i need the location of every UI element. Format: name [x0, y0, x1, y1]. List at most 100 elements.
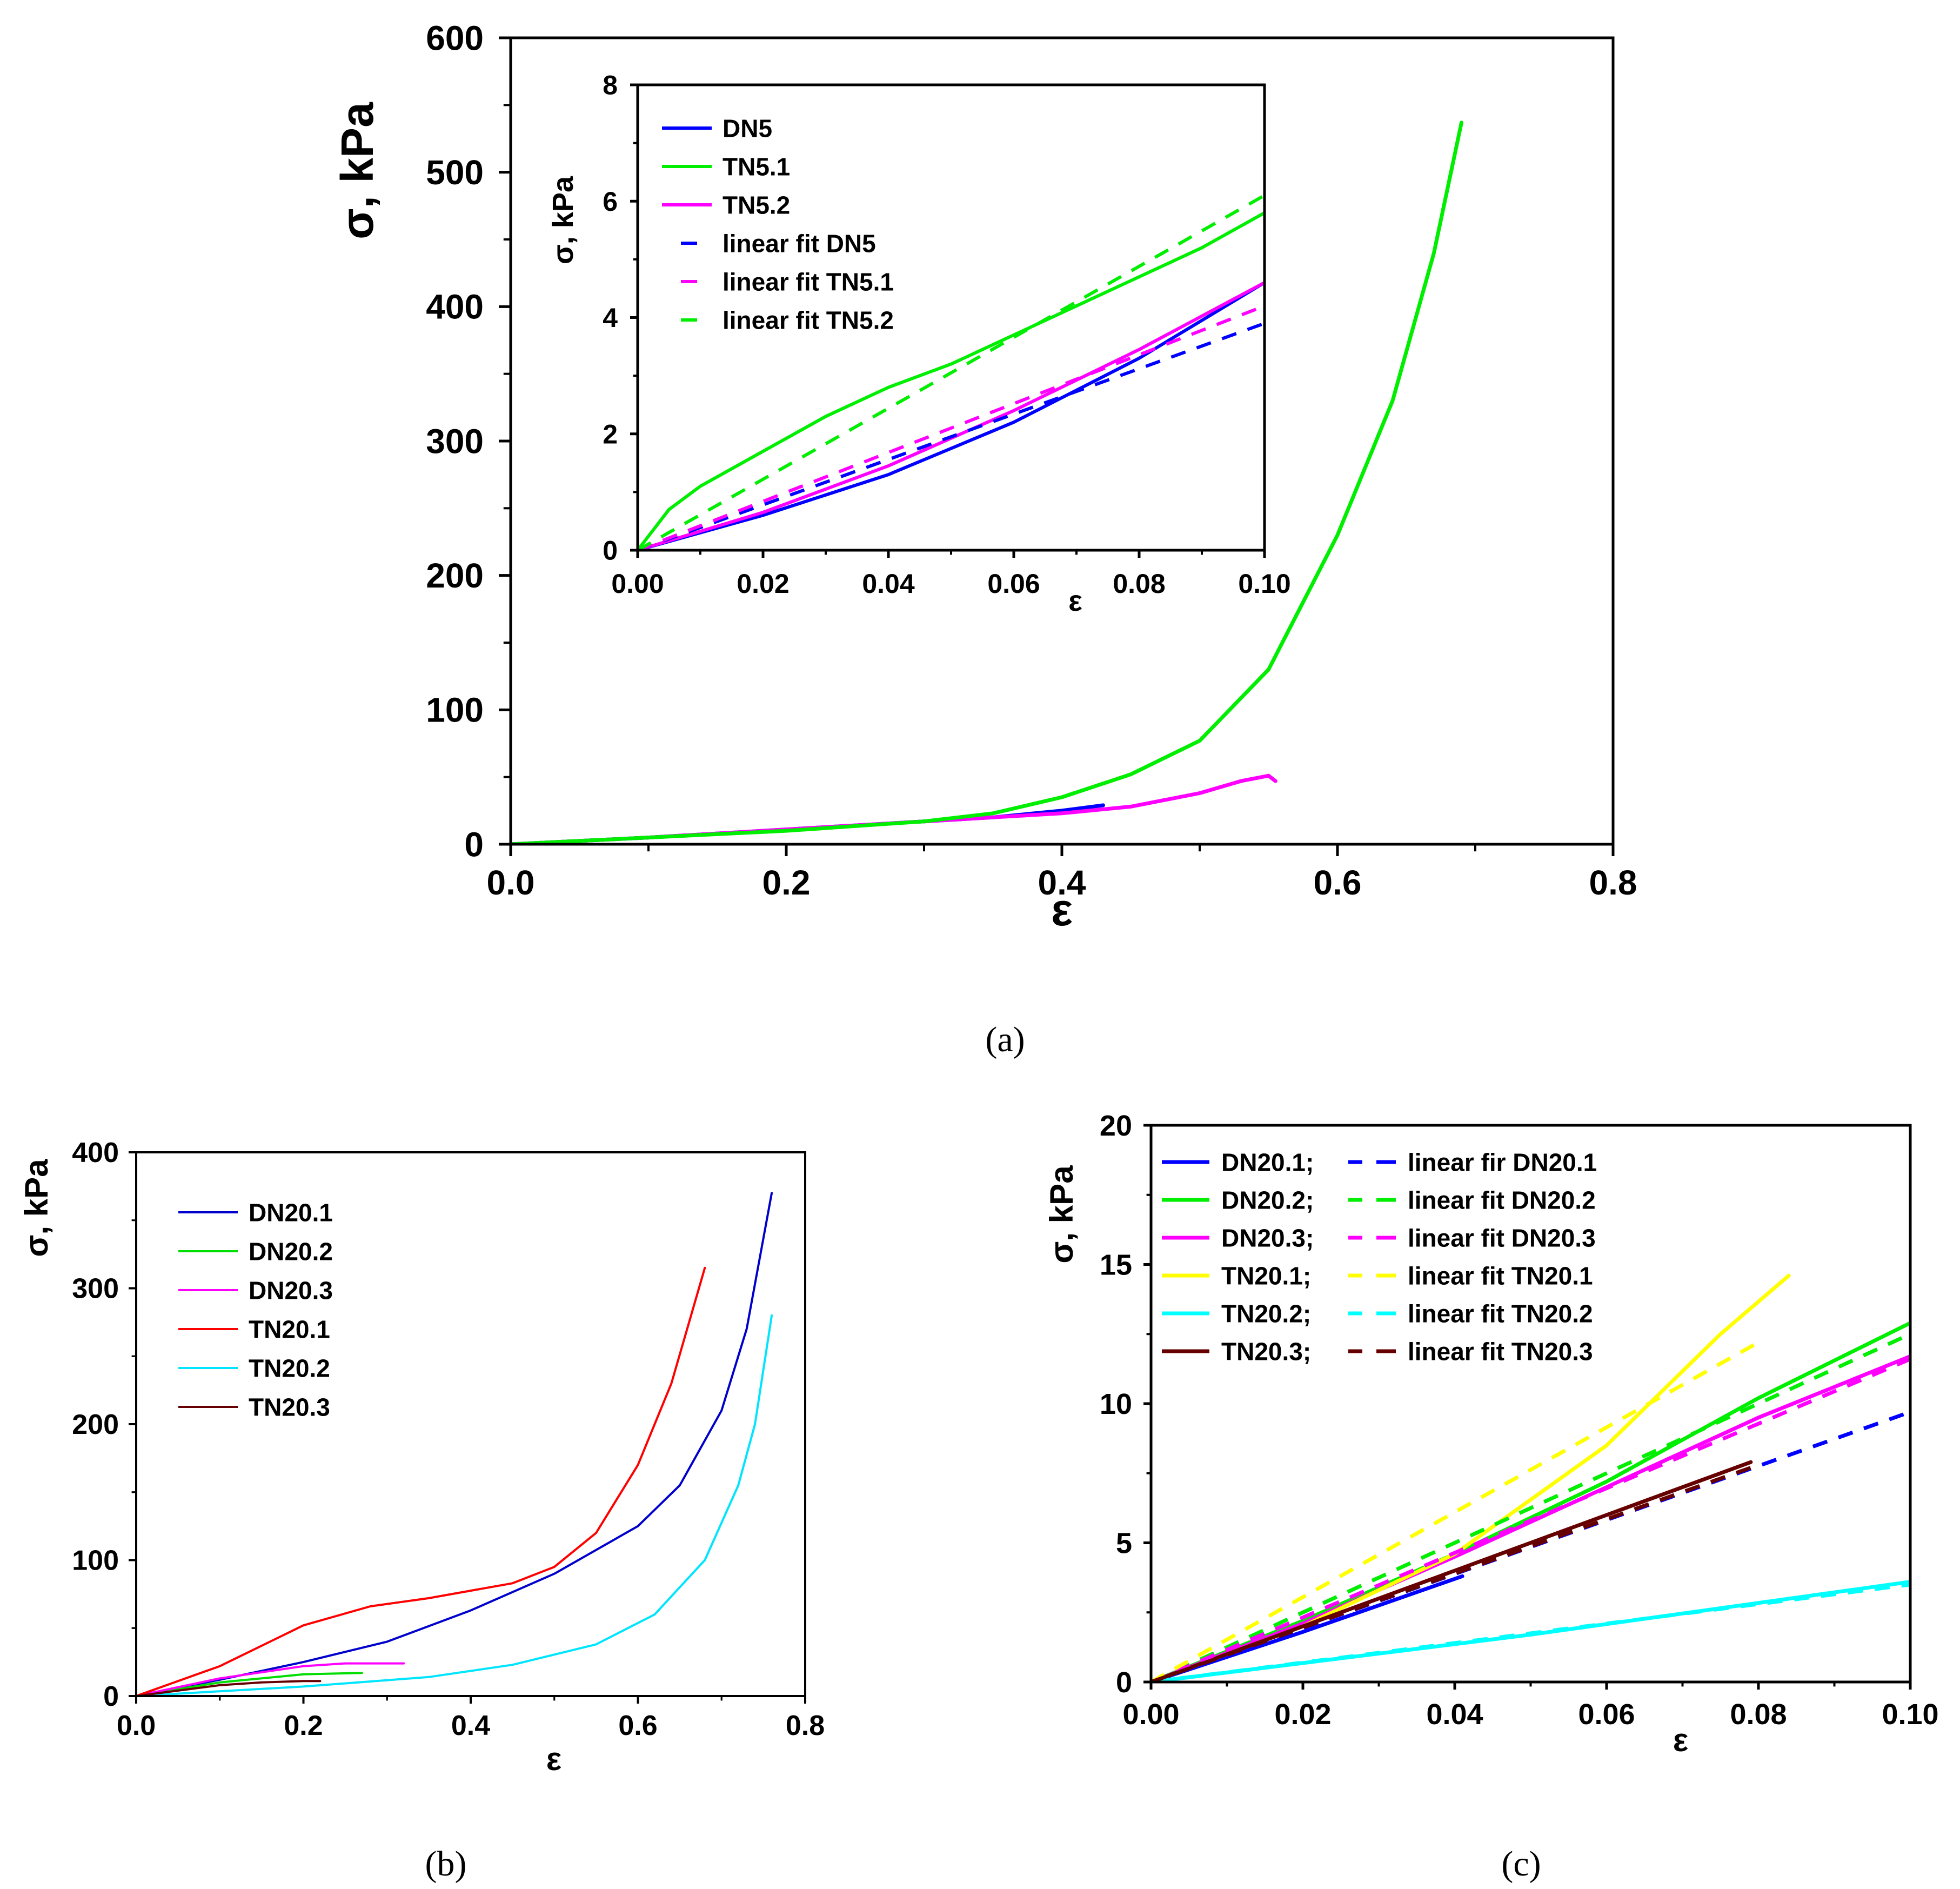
chart-a_inset: 0.00 0.02 0.04 0.06 0.08 0.10 0 2 4 6 8 ε σ, kPa DN5 T… [547, 70, 1291, 618]
legend-label: TN20.1 [249, 1316, 330, 1344]
caption-a: (a) [985, 1020, 1025, 1059]
series-group [1151, 1273, 1910, 1682]
x-tick-label: 0.04 [1426, 1698, 1483, 1731]
legend-label: linear fit DN5 [723, 230, 876, 258]
caption-b: (b) [425, 1844, 467, 1884]
legend-label: linear fit TN20.1 [1408, 1262, 1593, 1290]
x-tick-label: 0.6 [618, 1710, 657, 1741]
y-tick-label: 0 [103, 1681, 119, 1712]
series-line-dn5 [638, 281, 1265, 550]
y-tick-label: 0 [464, 825, 484, 864]
legend-label: linear fit DN20.3 [1408, 1224, 1596, 1252]
x-axis-label: ε [1068, 585, 1082, 617]
y-axis-label: σ, kPa [18, 1159, 55, 1257]
y-tick-label: 300 [426, 422, 484, 460]
legend-label: TN20.3 [249, 1393, 330, 1421]
legend-label: TN20.2 [249, 1354, 330, 1383]
y-tick-label: 15 [1100, 1249, 1132, 1281]
legend-label: linear fit TN20.2 [1408, 1300, 1593, 1328]
x-tick-label: 0.8 [786, 1710, 825, 1741]
series-line-tn20-3 [136, 1680, 322, 1696]
x-axis-label: ε [546, 1741, 561, 1777]
series-line-linear-fit-dn20-2 [1151, 1332, 1910, 1682]
series-line-linear-fit-dn20-3 [1151, 1357, 1910, 1682]
legend-label: DN20.3; [1221, 1224, 1314, 1252]
x-tick-label: 0.00 [611, 569, 664, 599]
y-tick-label: 400 [72, 1137, 119, 1169]
y-tick-label: 2 [603, 419, 618, 449]
legend-label: DN20.1; [1221, 1149, 1314, 1177]
y-tick-label: 200 [72, 1409, 119, 1440]
series-line-tn20-1 [136, 1266, 706, 1696]
y-tick-label: 4 [603, 303, 618, 333]
x-tick-label: 0.06 [987, 569, 1040, 599]
series-line-tn20-2 [136, 1314, 773, 1696]
y-tick-label: 100 [426, 691, 484, 730]
x-tick-label: 0.06 [1578, 1698, 1635, 1731]
series-line-tn5-1 [511, 121, 1463, 844]
legend-label: TN5.1 [723, 153, 790, 181]
series-line-tn5-2 [511, 773, 1277, 844]
series-line-linear-fit-dn5 [638, 322, 1265, 550]
y-tick-label: 400 [426, 288, 484, 326]
inset-background [638, 85, 1265, 550]
y-tick-label: 200 [426, 556, 484, 595]
x-tick-label: 0.2 [284, 1710, 323, 1741]
y-axis-label: σ, kPa [547, 176, 579, 264]
series-group [511, 121, 1463, 844]
legend-label: TN20.1; [1221, 1262, 1311, 1290]
y-tick-label: 20 [1100, 1110, 1132, 1142]
plot-frame [135, 1151, 806, 1697]
series-line-tn5-1 [638, 211, 1265, 550]
series-line-tn20-3 [1151, 1460, 1753, 1682]
legend-label: TN5.2 [723, 191, 790, 219]
series-line-linear-fit-tn20-1 [1151, 1340, 1760, 1682]
x-tick-label: 0.8 [1589, 863, 1637, 902]
caption-c: (c) [1501, 1844, 1541, 1884]
x-tick-label: 0.6 [1314, 863, 1362, 902]
x-tick-label: 0.02 [737, 569, 789, 599]
legend-label: DN20.2; [1221, 1186, 1314, 1214]
x-axis-label: ε [1051, 884, 1073, 935]
legend: DN20.1; linear fir DN20.1 DN20.2; linear fi… [1162, 1149, 1597, 1366]
y-tick-label: 300 [72, 1273, 119, 1305]
series-line-dn20-1 [136, 1192, 773, 1696]
x-axis-label: ε [1673, 1722, 1688, 1758]
y-tick-label: 0 [603, 536, 618, 566]
legend-label: TN20.2; [1221, 1300, 1311, 1328]
x-tick-label: 0.10 [1238, 569, 1290, 599]
legend-label: DN5 [723, 115, 772, 143]
y-tick-label: 8 [603, 70, 618, 101]
series-group [136, 1192, 773, 1696]
x-tick-label: 0.2 [762, 863, 811, 902]
y-tick-label: 10 [1100, 1388, 1132, 1420]
legend-label: DN20.3 [249, 1277, 333, 1305]
y-tick-label: 6 [603, 186, 618, 217]
series-line-dn20-2 [1151, 1321, 1910, 1682]
legend-label: DN20.2 [249, 1238, 333, 1266]
x-tick-label: 0.00 [1122, 1698, 1179, 1731]
series-line-linear-fit-tn20-2 [1151, 1583, 1910, 1682]
y-axis-label: σ, kPa [1043, 1165, 1080, 1264]
series-line-dn20-2 [136, 1672, 363, 1696]
series-line-linear-fit-tn5-1 [638, 304, 1265, 550]
legend-label: TN20.3; [1221, 1338, 1311, 1366]
series-line-linear-fit-tn5-2 [638, 193, 1265, 550]
series-group [638, 193, 1265, 550]
series-line-linear-fit-tn20-3 [1151, 1466, 1752, 1682]
x-tick-label: 0.08 [1730, 1698, 1787, 1731]
x-tick-label: 0.08 [1113, 569, 1165, 599]
x-tick-label: 0.04 [862, 569, 915, 599]
legend-label: DN20.1 [249, 1199, 333, 1227]
series-line-dn20-3 [136, 1662, 405, 1696]
x-tick-label: 0.10 [1882, 1698, 1938, 1731]
chart-c: 0.00 0.02 0.04 0.06 0.08 0.10 0 5 10 15 20 ε σ, kPa D… [1043, 1110, 1939, 1758]
legend-label: linear fit TN20.3 [1408, 1338, 1593, 1366]
legend: DN5 TN5.1 TN5.2 linear fit DN5 linear fit TN… [662, 115, 894, 335]
x-tick-label: 0.02 [1274, 1698, 1331, 1731]
y-tick-label: 100 [72, 1545, 119, 1577]
y-axis-label: σ, kPa [332, 102, 383, 239]
x-tick-label: 0.4 [451, 1710, 490, 1741]
chart-b: 0.0 0.2 0.4 0.6 0.8 0 100 200 300 400 ε σ, kPa DN20.… [18, 1137, 825, 1777]
